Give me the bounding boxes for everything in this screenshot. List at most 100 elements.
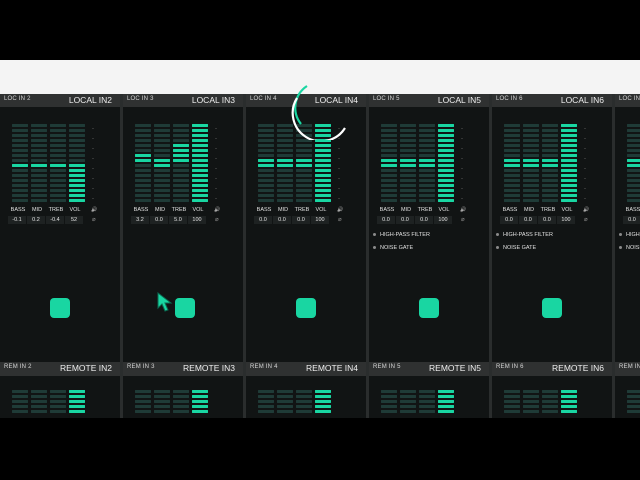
- mid-meter[interactable]: [400, 124, 416, 204]
- mid-meter[interactable]: [523, 124, 539, 204]
- mid-meter[interactable]: [154, 124, 170, 204]
- speaker-icon[interactable]: 🔊: [583, 207, 590, 213]
- link-icon[interactable]: ⌀: [338, 217, 342, 223]
- speaker-icon[interactable]: 🔊: [460, 207, 467, 213]
- eq-value[interactable]: 0.0: [519, 216, 537, 224]
- treb-meter[interactable]: [50, 124, 66, 204]
- eq-value[interactable]: 0.0: [292, 216, 310, 224]
- option-toggle[interactable]: NOISE GATE: [373, 245, 413, 251]
- option-toggle[interactable]: HIGH-PASS FILTER: [373, 232, 430, 238]
- option-toggle[interactable]: NOISE GATE: [619, 245, 640, 251]
- speaker-icon[interactable]: 🔊: [337, 207, 344, 213]
- meter-segment: [258, 405, 274, 408]
- meter-segment: [277, 134, 293, 137]
- speaker-icon[interactable]: 🔊: [214, 207, 221, 213]
- link-icon[interactable]: ⌀: [92, 217, 96, 223]
- meter-segment: [315, 149, 331, 152]
- meter-segment: [50, 124, 66, 127]
- meter-segment: [561, 184, 577, 187]
- eq-value[interactable]: 0.2: [27, 216, 45, 224]
- eq-value[interactable]: 5.0: [169, 216, 187, 224]
- eq-value[interactable]: 3.2: [131, 216, 149, 224]
- vol-meter[interactable]: [561, 124, 577, 204]
- meter-segment: [504, 199, 520, 202]
- local-short-name: LOC IN 2: [4, 96, 31, 102]
- link-icon[interactable]: ⌀: [461, 217, 465, 223]
- bottom-black-band: [0, 418, 640, 480]
- scale-dot: [461, 198, 463, 199]
- option-toggle[interactable]: NOISE GATE: [496, 245, 536, 251]
- local-short-name: LOC IN 4: [250, 96, 277, 102]
- meter-segment: [69, 154, 85, 157]
- local-header: LOC IN 3 LOCAL IN3: [123, 94, 243, 107]
- meter-segment: [154, 134, 170, 137]
- eq-value[interactable]: 100: [311, 216, 329, 224]
- bass-meter[interactable]: [135, 124, 151, 204]
- bass-meter[interactable]: [381, 124, 397, 204]
- meter-segment: [627, 154, 640, 157]
- treb-meter[interactable]: [173, 124, 189, 204]
- meter-segment: [504, 134, 520, 137]
- meter-segment: [561, 410, 577, 413]
- meter-segment: [296, 174, 312, 177]
- eq-value[interactable]: 0.0: [150, 216, 168, 224]
- vol-remote-meter: [192, 390, 208, 418]
- eq-value[interactable]: 100: [188, 216, 206, 224]
- mute-pad-button[interactable]: [296, 298, 316, 318]
- mute-pad-button[interactable]: [175, 298, 195, 318]
- option-toggle[interactable]: HIGH-PASS FILTER: [619, 232, 640, 238]
- eq-value[interactable]: -0.1: [8, 216, 26, 224]
- eq-value[interactable]: 0.0: [538, 216, 556, 224]
- eq-value[interactable]: 0.0: [377, 216, 395, 224]
- eq-value[interactable]: 0.0: [273, 216, 291, 224]
- eq-value[interactable]: 0.0: [500, 216, 518, 224]
- scale-dot: [92, 198, 94, 199]
- bass-meter[interactable]: [504, 124, 520, 204]
- link-icon[interactable]: ⌀: [215, 217, 219, 223]
- mid-meter[interactable]: [277, 124, 293, 204]
- strip-divider: [366, 94, 369, 418]
- mute-pad-button[interactable]: [419, 298, 439, 318]
- eq-value[interactable]: -0.4: [46, 216, 64, 224]
- meter-segment: [50, 184, 66, 187]
- eq-label: TREB: [417, 207, 433, 213]
- mute-pad-button[interactable]: [50, 298, 70, 318]
- scale-dot: [92, 138, 94, 139]
- meter-segment: [542, 139, 558, 142]
- vol-meter[interactable]: [192, 124, 208, 204]
- remote-header: REM IN 4 REMOTE IN4: [246, 362, 366, 376]
- meter-segment: [69, 124, 85, 127]
- vol-meter[interactable]: [438, 124, 454, 204]
- meter-segment: [438, 395, 454, 398]
- remote-short-name: REM IN 5: [373, 364, 401, 370]
- eq-value[interactable]: 100: [557, 216, 575, 224]
- eq-value[interactable]: 0.0: [623, 216, 640, 224]
- eq-value[interactable]: 0.0: [396, 216, 414, 224]
- meter-segment: [12, 134, 28, 137]
- vol-meter[interactable]: [69, 124, 85, 204]
- treb-meter[interactable]: [419, 124, 435, 204]
- bass-meter[interactable]: [627, 124, 640, 204]
- meter-segment: [400, 159, 416, 162]
- meter-segment: [192, 124, 208, 127]
- mid-meter[interactable]: [31, 124, 47, 204]
- meter-segment: [12, 390, 28, 393]
- eq-value[interactable]: 100: [434, 216, 452, 224]
- meter-segment: [192, 390, 208, 393]
- eq-value[interactable]: 0.0: [254, 216, 272, 224]
- eq-value[interactable]: 0.0: [415, 216, 433, 224]
- option-toggle[interactable]: HIGH-PASS FILTER: [496, 232, 553, 238]
- speaker-icon[interactable]: 🔊: [91, 207, 98, 213]
- mute-pad-button[interactable]: [542, 298, 562, 318]
- meter-segment: [154, 390, 170, 393]
- treb-meter[interactable]: [296, 124, 312, 204]
- scale-dot: [215, 128, 217, 129]
- link-icon[interactable]: ⌀: [584, 217, 588, 223]
- meter-segment: [69, 400, 85, 403]
- bass-meter[interactable]: [12, 124, 28, 204]
- bass-meter[interactable]: [258, 124, 274, 204]
- eq-label: VOL: [69, 207, 81, 213]
- vol-meter[interactable]: [315, 124, 331, 204]
- eq-value[interactable]: 52: [65, 216, 83, 224]
- treb-meter[interactable]: [542, 124, 558, 204]
